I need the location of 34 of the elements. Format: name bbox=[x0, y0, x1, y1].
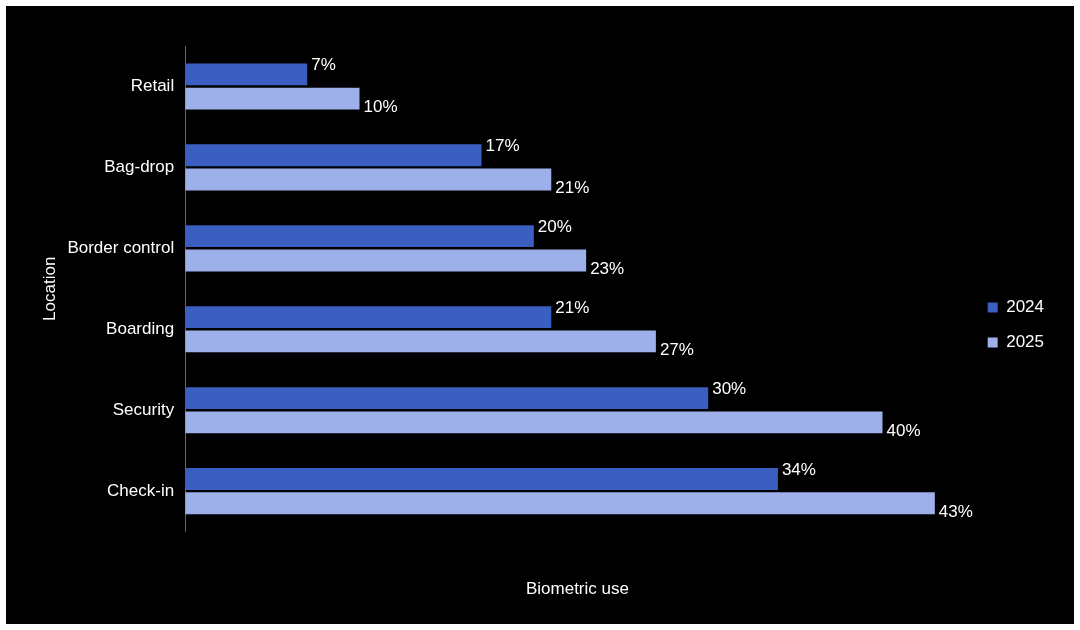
bar bbox=[185, 330, 656, 353]
data-label: 23% bbox=[590, 259, 625, 279]
bar bbox=[185, 468, 778, 490]
data-label: 10% bbox=[363, 97, 398, 117]
data-label: 20% bbox=[537, 216, 572, 236]
y-tick-label: Retail bbox=[130, 76, 175, 96]
data-label: 17% bbox=[485, 135, 520, 155]
bar bbox=[185, 411, 883, 434]
y-tick-label: Bag-drop bbox=[104, 157, 175, 177]
bar bbox=[185, 144, 482, 167]
bar bbox=[185, 387, 709, 409]
data-label: 34% bbox=[781, 459, 816, 479]
bar bbox=[185, 492, 935, 515]
y-tick-label: Boarding bbox=[106, 318, 175, 338]
y-tick-label: Security bbox=[112, 399, 175, 419]
y-tick-label: Border control bbox=[67, 238, 175, 258]
data-label: 21% bbox=[555, 178, 590, 198]
legend-label: 2025 bbox=[1006, 332, 1045, 352]
bar bbox=[185, 168, 552, 191]
bar bbox=[185, 306, 552, 329]
y-tick-label: Check-in bbox=[107, 480, 175, 500]
data-label: 27% bbox=[659, 340, 694, 360]
bar bbox=[185, 63, 308, 86]
legend-label: 2024 bbox=[1006, 297, 1045, 317]
data-label: 30% bbox=[712, 378, 747, 398]
bar bbox=[185, 87, 360, 110]
y-axis-title: Location bbox=[39, 256, 59, 321]
data-label: 43% bbox=[938, 501, 973, 521]
data-label: 7% bbox=[311, 55, 336, 75]
data-label: 40% bbox=[886, 421, 921, 441]
bar bbox=[185, 225, 534, 248]
bar bbox=[185, 249, 587, 272]
x-axis-title: Biometric use bbox=[525, 579, 629, 599]
data-label: 21% bbox=[555, 297, 590, 317]
